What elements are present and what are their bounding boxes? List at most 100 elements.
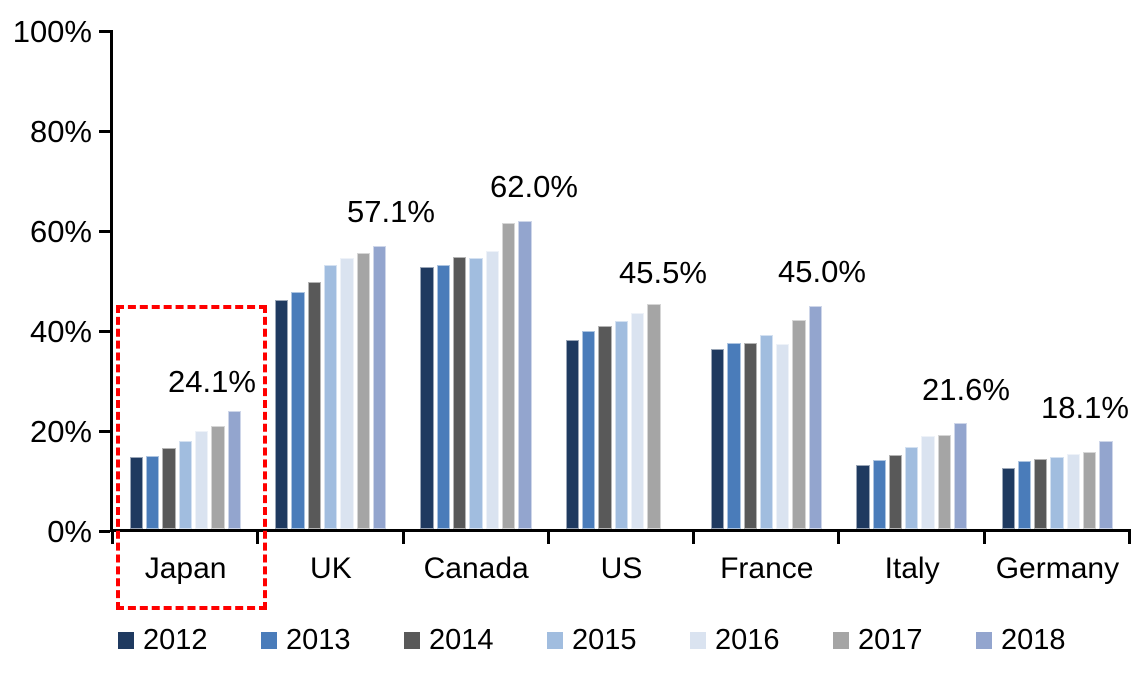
legend-swatch-2015 (547, 632, 563, 649)
data-label: 21.6% (922, 372, 1010, 407)
y-axis-tick (99, 230, 110, 233)
bar-uk-2012 (275, 299, 289, 529)
x-axis-tick (837, 532, 840, 544)
y-axis-tick (99, 130, 110, 133)
bar-france-2017 (792, 319, 806, 529)
bar-us-2013 (582, 330, 596, 529)
x-axis-tick (547, 532, 550, 544)
x-axis-tick (983, 532, 986, 544)
y-axis-tick-label: 0% (47, 514, 92, 549)
bar-uk-2017 (356, 252, 370, 529)
bar-uk-2015 (324, 265, 338, 529)
x-axis-category-label: France (720, 552, 814, 585)
bar-france-2016 (776, 344, 790, 529)
bar-japan-2012 (129, 457, 144, 529)
legend-item-2018: 2018 (976, 622, 1086, 658)
bar-japan-2017 (211, 425, 225, 529)
x-axis-category-label: Germany (995, 552, 1120, 585)
y-axis-tick-label: 60% (29, 214, 92, 249)
x-axis-tick (256, 532, 259, 544)
bar-us-2014 (598, 325, 612, 529)
bar-germany-2018 (1099, 440, 1113, 529)
bar-italy-2018 (954, 423, 968, 529)
x-axis-category-label: Italy (884, 552, 940, 585)
highlight-box (116, 305, 267, 610)
legend-item-2017: 2017 (833, 622, 943, 658)
bar-japan-2013 (146, 456, 160, 529)
legend-swatch-2014 (404, 632, 420, 649)
x-axis-tick (402, 532, 405, 544)
legend-item-2012: 2012 (118, 622, 228, 658)
bar-france-2015 (759, 334, 774, 529)
bar-us-2012 (565, 339, 580, 529)
bar-france-2014 (743, 342, 757, 529)
bar-uk-2016 (340, 257, 354, 529)
y-axis-tick (99, 430, 110, 433)
x-axis-tick (692, 532, 695, 544)
bar-canada-2016 (485, 250, 499, 529)
y-axis-tick (99, 330, 110, 333)
data-label: 57.1% (347, 194, 435, 229)
x-axis-line (110, 529, 1131, 532)
bar-uk-2013 (291, 291, 305, 529)
x-axis-category-label: Canada (423, 552, 529, 585)
bar-uk-2014 (307, 281, 322, 529)
bar-france-2018 (808, 306, 823, 529)
legend-label-2012: 2012 (143, 624, 208, 656)
data-label: 62.0% (490, 169, 578, 204)
legend-swatch-2018 (976, 632, 992, 649)
bar-japan-2014 (162, 448, 176, 529)
data-label: 24.1% (168, 364, 256, 399)
bar-germany-2016 (1066, 454, 1081, 529)
x-axis-category-label: US (600, 552, 643, 585)
x-axis-tick (111, 532, 114, 544)
data-label: 45.0% (778, 254, 866, 289)
x-axis-category-label: UK (310, 552, 352, 585)
legend-swatch-2016 (690, 632, 706, 649)
bar-italy-2014 (888, 455, 903, 529)
bar-france-2012 (710, 348, 725, 529)
bar-germany-2015 (1050, 457, 1064, 529)
legend-item-2013: 2013 (261, 622, 371, 658)
bar-us-2017 (647, 303, 661, 529)
bar-uk-2018 (372, 245, 387, 529)
y-axis-tick (99, 530, 110, 533)
bar-germany-2014 (1034, 459, 1048, 529)
bar-canada-2018 (518, 221, 532, 529)
bar-italy-2013 (872, 460, 886, 529)
bar-japan-2018 (227, 410, 241, 529)
legend-label-2017: 2017 (858, 624, 923, 656)
y-axis-tick-label: 100% (12, 14, 92, 49)
legend-item-2016: 2016 (690, 622, 800, 658)
bar-italy-2015 (905, 447, 919, 529)
bar-canada-2015 (469, 258, 483, 529)
bar-us-2016 (630, 313, 645, 529)
legend-swatch-2012 (118, 632, 134, 649)
y-axis-tick-label: 80% (29, 114, 92, 149)
bar-germany-2017 (1083, 451, 1097, 529)
legend-item-2015: 2015 (547, 622, 657, 658)
y-axis-tick-label: 40% (29, 314, 92, 349)
bar-france-2013 (727, 342, 741, 529)
legend-label-2016: 2016 (715, 624, 780, 656)
y-axis-tick-label: 20% (29, 414, 92, 449)
bar-canada-2012 (420, 266, 434, 529)
legend-swatch-2017 (833, 632, 849, 649)
bar-germany-2012 (1001, 468, 1015, 529)
bar-italy-2017 (937, 435, 952, 529)
bar-canada-2013 (436, 264, 451, 529)
data-label: 18.1% (1041, 390, 1129, 425)
legend-item-2014: 2014 (404, 622, 514, 658)
bar-japan-2016 (195, 430, 209, 529)
bar-canada-2014 (453, 257, 467, 529)
legend-label-2018: 2018 (1001, 624, 1066, 656)
data-label: 45.5% (619, 255, 707, 290)
legend-swatch-2013 (261, 632, 277, 649)
bar-japan-2015 (178, 440, 193, 529)
x-axis-tick (1128, 532, 1131, 544)
y-axis-line (110, 30, 113, 532)
bar-germany-2013 (1017, 460, 1032, 529)
bar-italy-2016 (921, 436, 935, 529)
legend-label-2015: 2015 (572, 624, 637, 656)
